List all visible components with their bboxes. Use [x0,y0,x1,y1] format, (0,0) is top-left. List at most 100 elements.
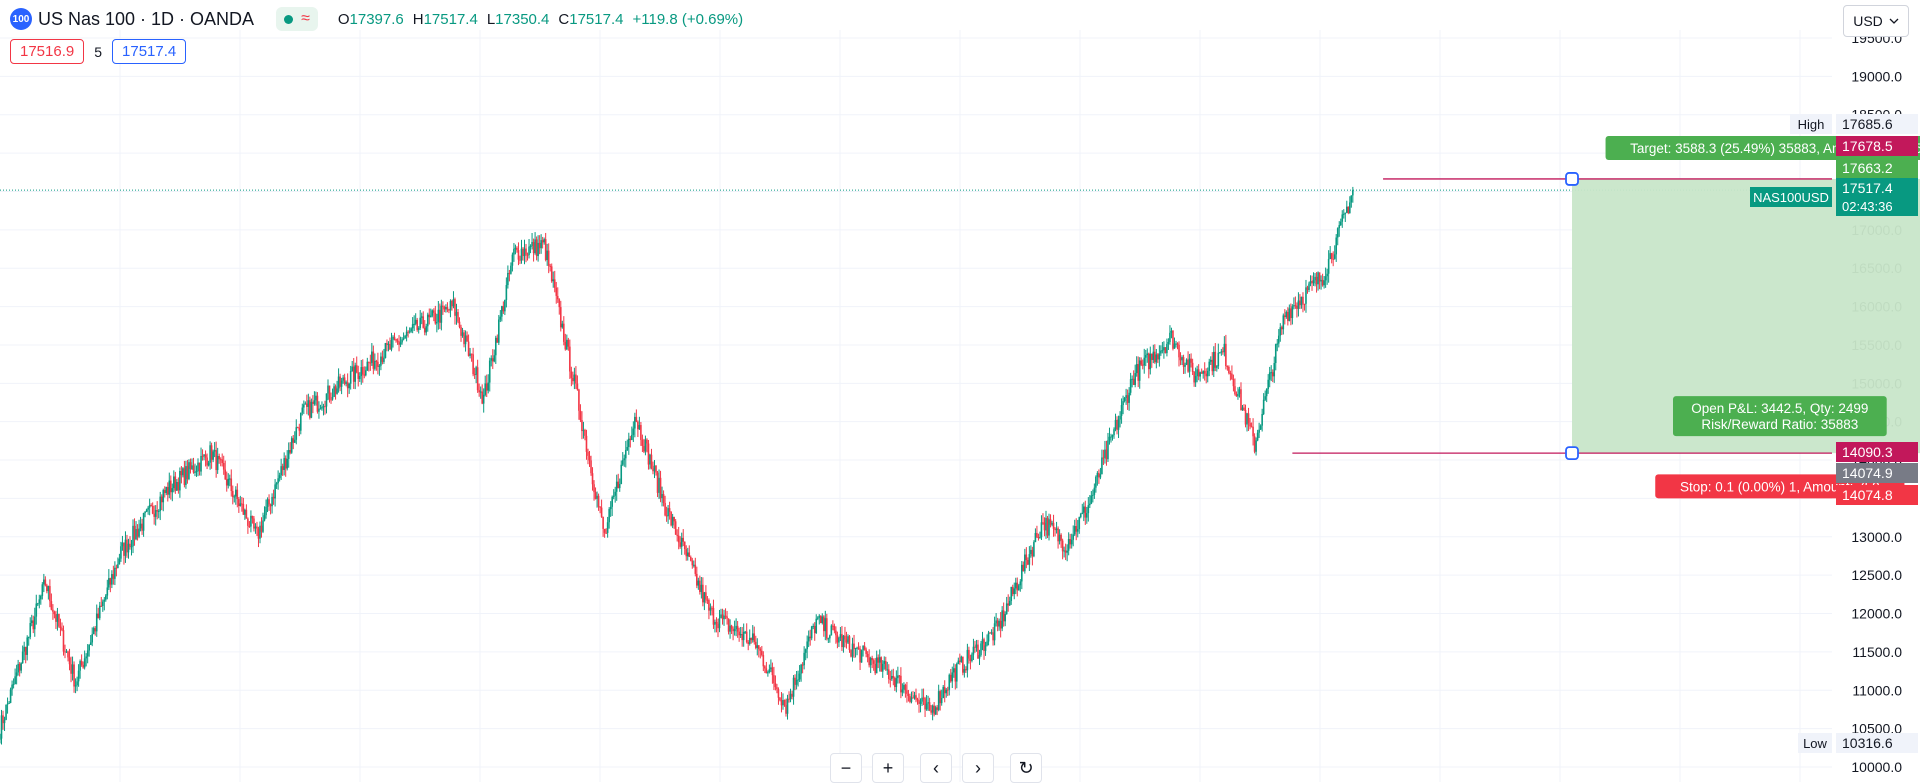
candle [377,352,379,375]
candle-body [591,473,594,485]
candle [1002,602,1005,627]
candle [191,458,193,470]
candle [40,594,42,605]
sell-price-button[interactable]: 17516.9 [10,39,85,64]
ohlc-open-key: O [337,10,350,28]
candle [115,564,118,577]
candle-body [1144,355,1147,358]
candle-body [358,376,361,379]
candle [1336,227,1339,246]
zoom-out-button[interactable]: − [830,753,862,783]
candle-body [407,331,409,333]
candle-body [1063,550,1065,552]
candle [82,661,84,669]
candle [738,627,740,642]
candle-body [714,621,716,625]
candle-body [1113,429,1115,436]
candle [299,412,302,435]
candle-body [97,613,100,619]
candle [163,486,166,498]
candle [304,401,307,405]
candle-body [245,509,248,519]
candle-body [650,454,653,469]
candle-body [582,429,585,432]
candle [998,618,1000,631]
candle [1151,353,1153,368]
candle-body [301,407,304,413]
candle-body [141,523,143,531]
candle [369,354,372,371]
candle-body [197,462,199,471]
candle-body [40,595,42,600]
candle [32,615,35,634]
candle-body [126,539,128,553]
candle-body [148,505,151,508]
candle-body [809,636,811,639]
candle [933,702,935,717]
candle [993,616,996,646]
candle-body [94,628,97,632]
buy-price-button[interactable]: 17517.4 [112,39,187,64]
candle-body [869,657,872,666]
candle [1214,343,1217,372]
currency-selector[interactable]: USD [1843,5,1909,37]
candle [646,438,648,453]
candle-body [1128,392,1130,403]
candle-body [386,343,388,345]
candle [777,687,780,705]
candle-body [1138,360,1141,381]
candle-body [969,658,972,661]
candle-body [101,601,104,606]
candle-body [584,429,586,436]
candle [862,645,864,657]
candle-body [5,704,7,720]
candle-body [1232,379,1235,387]
candle [12,678,15,689]
axis-price-label: 14074.8 [1836,485,1918,505]
candle-body [838,637,840,643]
candle [635,409,638,423]
candle [1001,606,1003,632]
candle-body [423,327,426,333]
candle-body [878,657,881,663]
candle [857,642,860,650]
candle-body [632,428,635,435]
currency-label: USD [1853,13,1883,29]
candle-body [346,382,349,389]
candle-body [626,446,629,450]
symbol-title[interactable]: US Nas 100 · 1D · OANDA [38,8,255,29]
candle [718,609,721,633]
candle [343,373,346,386]
candle-body [241,503,243,505]
candle [901,683,904,697]
candle-body [310,401,313,418]
candle-body [343,377,346,384]
candle [1184,362,1186,374]
candle [590,455,592,476]
candle-body [1102,457,1105,459]
reset-chart-button[interactable]: ↻ [1010,753,1042,783]
candle-body [1206,370,1209,377]
extreme-tag: Low [1803,736,1827,751]
candle-body [549,265,552,267]
candle-body [71,664,74,674]
candle [795,670,798,690]
candle [611,495,613,517]
candle [1147,352,1150,379]
candle [1123,396,1126,403]
zoom-in-button[interactable]: + [872,753,904,783]
candle [156,501,159,520]
candle-body [212,451,214,460]
scroll-right-button[interactable]: › [962,753,994,783]
candle-body [239,503,242,506]
candle-body [1073,526,1076,535]
scroll-left-button[interactable]: ‹ [920,753,952,783]
candle [741,626,743,647]
candle [812,623,815,630]
candle [1228,365,1230,375]
candle-body [680,537,683,547]
candle-body [940,698,943,704]
candle [1067,532,1070,556]
market-status[interactable]: ≈ [276,7,318,31]
